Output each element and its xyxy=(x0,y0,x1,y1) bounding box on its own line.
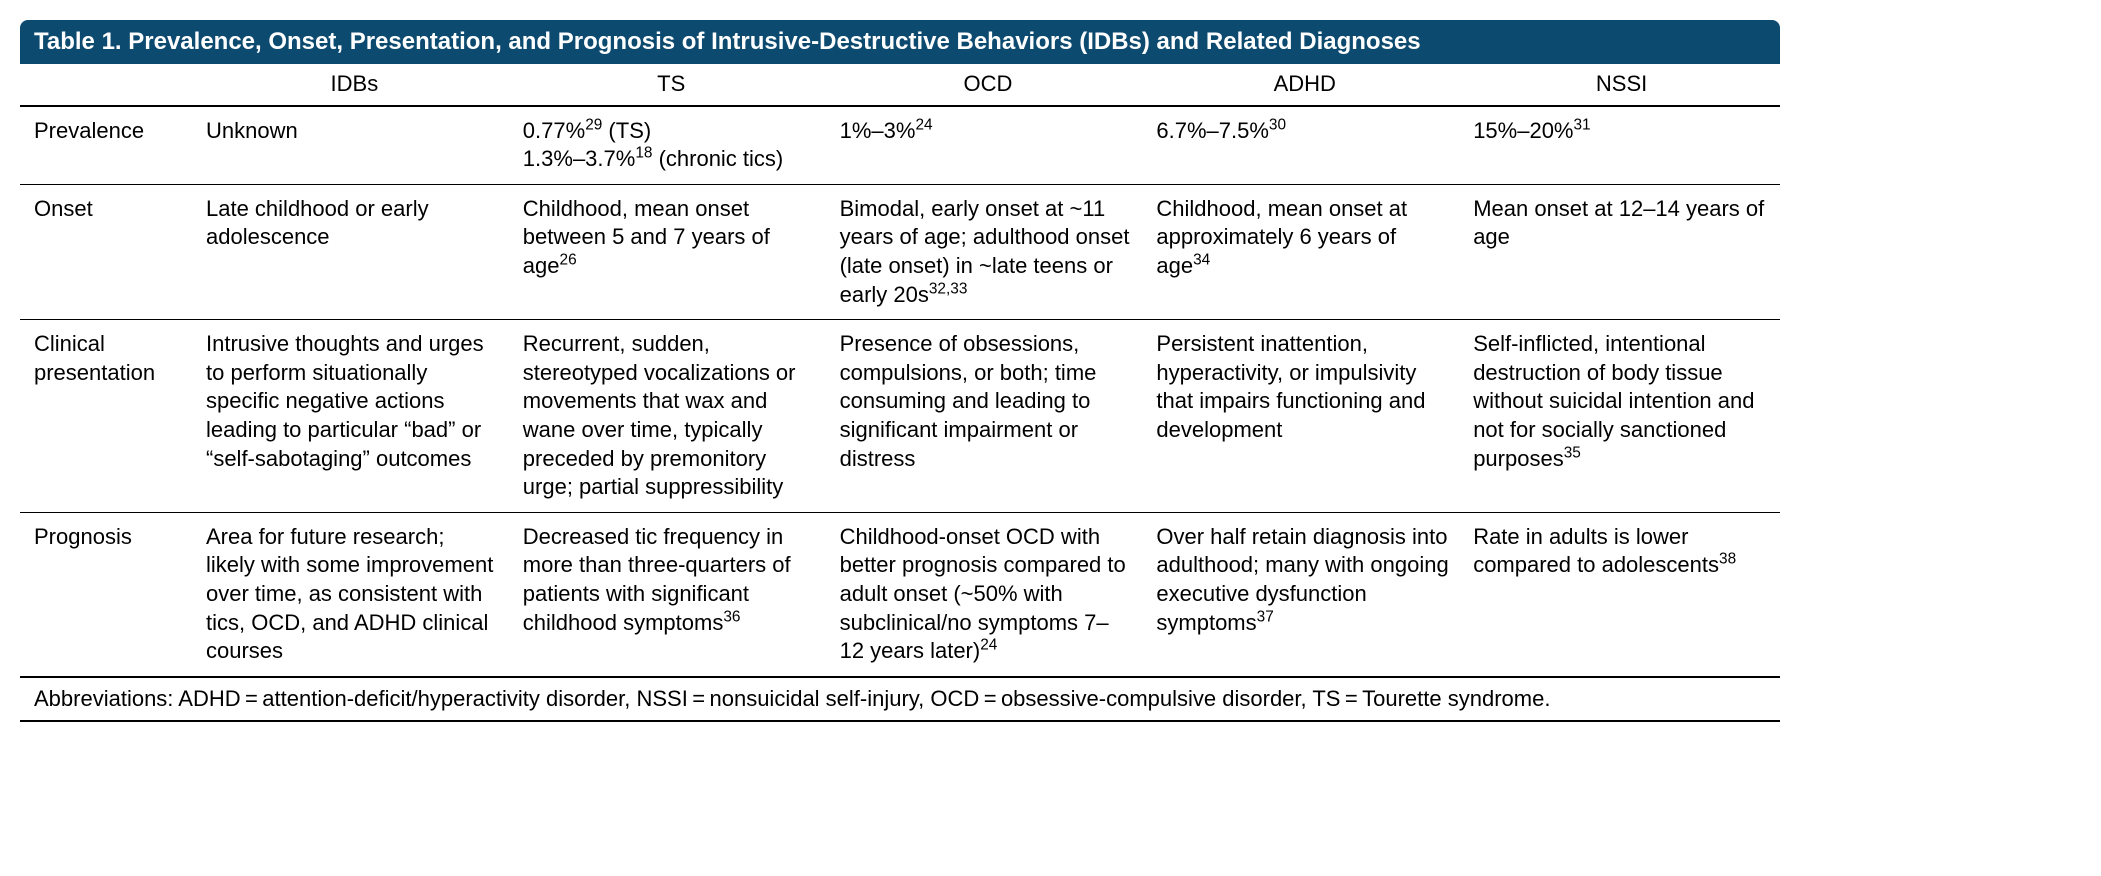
row-label: Prevalence xyxy=(20,106,196,185)
citation-sup: 24 xyxy=(980,637,997,654)
cell-text: Bimodal, early onset at ~11 years of age… xyxy=(840,196,1130,307)
col-header-ocd: OCD xyxy=(830,64,1147,106)
cell-onset-nssi: Mean onset at 12–14 years of age xyxy=(1463,184,1780,319)
cell-text: 0.77% xyxy=(523,118,585,143)
citation-sup: 31 xyxy=(1574,116,1591,133)
citation-sup: 35 xyxy=(1564,444,1581,461)
citation-sup: 29 xyxy=(585,116,602,133)
citation-sup: 37 xyxy=(1257,608,1274,625)
citation-sup: 30 xyxy=(1269,116,1286,133)
cell-text: Over half retain diagnosis into adulthoo… xyxy=(1156,524,1448,635)
citation-sup: 18 xyxy=(635,145,652,162)
row-prognosis: Prognosis Area for future research; like… xyxy=(20,512,1780,676)
cell-onset-ocd: Bimodal, early onset at ~11 years of age… xyxy=(830,184,1147,319)
col-header-adhd: ADHD xyxy=(1146,64,1463,106)
cell-text: 1%–3% xyxy=(840,118,916,143)
cell-onset-adhd: Childhood, mean onset at approximately 6… xyxy=(1146,184,1463,319)
table-title: Table 1. Prevalence, Onset, Presentation… xyxy=(20,20,1780,64)
row-prevalence: Prevalence Unknown 0.77%29 (TS) 1.3%–3.7… xyxy=(20,106,1780,185)
cell-prevalence-adhd: 6.7%–7.5%30 xyxy=(1146,106,1463,185)
cell-text: 1.3%–3.7% xyxy=(523,146,636,171)
citation-sup: 32,33 xyxy=(929,280,968,297)
cell-text: (TS) xyxy=(602,118,651,143)
col-header-idbs: IDBs xyxy=(196,64,513,106)
cell-prevalence-ts: 0.77%29 (TS) 1.3%–3.7%18 (chronic tics) xyxy=(513,106,830,185)
cell-prevalence-idbs: Unknown xyxy=(196,106,513,185)
cell-text: Self-inflicted, intentional destruction … xyxy=(1473,331,1754,470)
cell-onset-ts: Childhood, mean onset between 5 and 7 ye… xyxy=(513,184,830,319)
citation-sup: 24 xyxy=(915,116,932,133)
cell-clinical-ts: Recurrent, sudden, stereotyped vocalizat… xyxy=(513,320,830,513)
cell-clinical-nssi: Self-inflicted, intentional destruction … xyxy=(1463,320,1780,513)
cell-onset-idbs: Late childhood or early adolescence xyxy=(196,184,513,319)
cell-prognosis-idbs: Area for future research; likely with so… xyxy=(196,512,513,676)
citation-sup: 38 xyxy=(1719,551,1736,568)
citation-sup: 34 xyxy=(1193,252,1210,269)
cell-text: Rate in adults is lower compared to adol… xyxy=(1473,524,1719,578)
cell-prognosis-ts: Decreased tic frequency in more than thr… xyxy=(513,512,830,676)
row-label: Prognosis xyxy=(20,512,196,676)
cell-text: 6.7%–7.5% xyxy=(1156,118,1269,143)
cell-prevalence-nssi: 15%–20%31 xyxy=(1463,106,1780,185)
cell-clinical-adhd: Persistent inattention, hyperactivity, o… xyxy=(1146,320,1463,513)
col-header-ts: TS xyxy=(513,64,830,106)
cell-prognosis-nssi: Rate in adults is lower compared to adol… xyxy=(1463,512,1780,676)
cell-text: Decreased tic frequency in more than thr… xyxy=(523,524,791,635)
cell-clinical-ocd: Presence of obsessions, compulsions, or … xyxy=(830,320,1147,513)
row-label: Onset xyxy=(20,184,196,319)
col-header-nssi: NSSI xyxy=(1463,64,1780,106)
table-container: Table 1. Prevalence, Onset, Presentation… xyxy=(20,20,1780,722)
col-header-blank xyxy=(20,64,196,106)
header-row: IDBs TS OCD ADHD NSSI xyxy=(20,64,1780,106)
data-table: IDBs TS OCD ADHD NSSI Prevalence Unknown… xyxy=(20,64,1780,678)
cell-text: 15%–20% xyxy=(1473,118,1573,143)
cell-clinical-idbs: Intrusive thoughts and urges to perform … xyxy=(196,320,513,513)
cell-prognosis-adhd: Over half retain diagnosis into adulthoo… xyxy=(1146,512,1463,676)
cell-prognosis-ocd: Childhood-onset OCD with better prognosi… xyxy=(830,512,1147,676)
citation-sup: 36 xyxy=(723,608,740,625)
row-label: Clinical presentation xyxy=(20,320,196,513)
row-clinical: Clinical presentation Intrusive thoughts… xyxy=(20,320,1780,513)
row-onset: Onset Late childhood or early adolescenc… xyxy=(20,184,1780,319)
abbreviations-note: Abbreviations: ADHD = attention-deficit/… xyxy=(20,678,1780,722)
cell-text: (chronic tics) xyxy=(652,146,783,171)
cell-prevalence-ocd: 1%–3%24 xyxy=(830,106,1147,185)
citation-sup: 26 xyxy=(560,252,577,269)
